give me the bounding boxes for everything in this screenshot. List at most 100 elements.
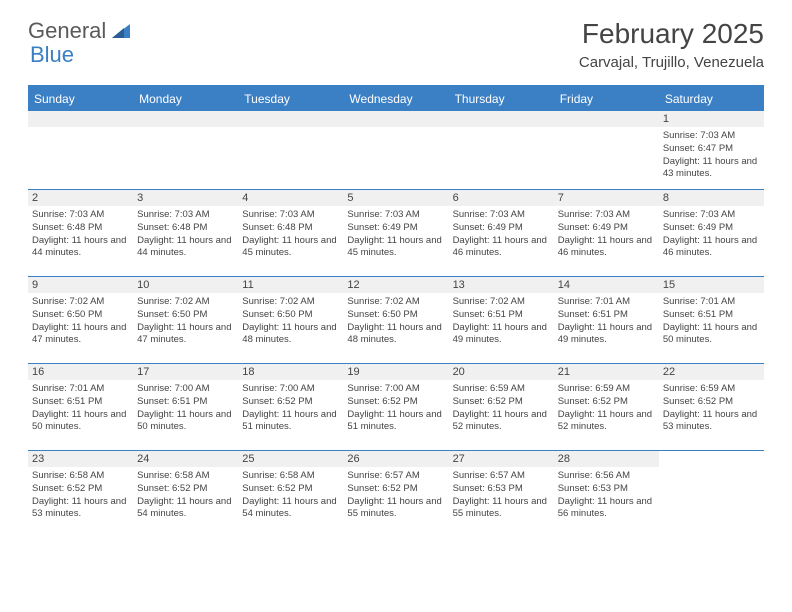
day-info: Sunrise: 6:57 AMSunset: 6:52 PMDaylight:… — [347, 470, 444, 521]
day-number: 11 — [238, 277, 343, 293]
day-info: Sunrise: 7:03 AMSunset: 6:49 PMDaylight:… — [663, 209, 760, 260]
day-number: 13 — [449, 277, 554, 293]
day-number: 27 — [449, 451, 554, 467]
day-info: Sunrise: 6:59 AMSunset: 6:52 PMDaylight:… — [558, 383, 655, 434]
day-info: Sunrise: 7:02 AMSunset: 6:50 PMDaylight:… — [242, 296, 339, 347]
day-number: 6 — [449, 190, 554, 206]
day-cell: 17 Sunrise: 7:00 AMSunset: 6:51 PMDayligh… — [133, 364, 238, 450]
day-number: 28 — [554, 451, 659, 467]
week-row: 1 Sunrise: 7:03 AMSunset: 6:47 PMDaylight… — [28, 111, 764, 190]
day-info: Sunrise: 7:03 AMSunset: 6:49 PMDaylight:… — [453, 209, 550, 260]
day-info: Sunrise: 6:57 AMSunset: 6:53 PMDaylight:… — [453, 470, 550, 521]
day-cell: 15 Sunrise: 7:01 AMSunset: 6:51 PMDayligh… — [659, 277, 764, 363]
day-info: Sunrise: 7:02 AMSunset: 6:50 PMDaylight:… — [347, 296, 444, 347]
day-number: 12 — [343, 277, 448, 293]
day-cell — [554, 111, 659, 189]
day-header-mon: Monday — [133, 87, 238, 111]
day-number: 1 — [659, 111, 764, 127]
day-number: 21 — [554, 364, 659, 380]
day-number: 8 — [659, 190, 764, 206]
day-cell: 22Sunrise: 6:59 AMSunset: 6:52 PMDayligh… — [659, 364, 764, 450]
week-row: 9Sunrise: 7:02 AMSunset: 6:50 PMDaylight… — [28, 277, 764, 364]
day-cell: 10 Sunrise: 7:02 AMSunset: 6:50 PMDayligh… — [133, 277, 238, 363]
header: General February 2025 Carvajal, Trujillo… — [0, 0, 792, 79]
day-info: Sunrise: 7:00 AMSunset: 6:52 PMDaylight:… — [242, 383, 339, 434]
day-header-wed: Wednesday — [343, 87, 448, 111]
logo-sail-icon — [110, 22, 132, 40]
day-number: 23 — [28, 451, 133, 467]
day-info: Sunrise: 6:56 AMSunset: 6:53 PMDaylight:… — [558, 470, 655, 521]
month-title: February 2025 — [579, 18, 764, 50]
week-row: 16 Sunrise: 7:01 AMSunset: 6:51 PMDayligh… — [28, 364, 764, 451]
day-info: Sunrise: 7:01 AMSunset: 6:51 PMDaylight:… — [663, 296, 760, 347]
day-cell: 27 Sunrise: 6:57 AMSunset: 6:53 PMDayligh… — [449, 451, 554, 537]
day-cell: 23 Sunrise: 6:58 AMSunset: 6:52 PMDayligh… — [28, 451, 133, 537]
week-row: 23 Sunrise: 6:58 AMSunset: 6:52 PMDayligh… — [28, 451, 764, 537]
logo: General — [28, 18, 132, 44]
day-cell: 26 Sunrise: 6:57 AMSunset: 6:52 PMDayligh… — [343, 451, 448, 537]
day-info: Sunrise: 7:03 AMSunset: 6:48 PMDaylight:… — [137, 209, 234, 260]
day-info: Sunrise: 7:02 AMSunset: 6:50 PMDaylight:… — [137, 296, 234, 347]
day-info: Sunrise: 7:03 AMSunset: 6:49 PMDaylight:… — [558, 209, 655, 260]
day-number: 26 — [343, 451, 448, 467]
day-info: Sunrise: 7:03 AMSunset: 6:49 PMDaylight:… — [347, 209, 444, 260]
empty-daynum — [343, 111, 448, 127]
day-number: 4 — [238, 190, 343, 206]
day-number: 9 — [28, 277, 133, 293]
day-info: Sunrise: 7:01 AMSunset: 6:51 PMDaylight:… — [558, 296, 655, 347]
day-number: 7 — [554, 190, 659, 206]
empty-daynum — [238, 111, 343, 127]
logo-text-2: Blue — [30, 42, 74, 68]
day-cell: 14Sunrise: 7:01 AMSunset: 6:51 PMDayligh… — [554, 277, 659, 363]
day-number: 24 — [133, 451, 238, 467]
day-info: Sunrise: 6:59 AMSunset: 6:52 PMDaylight:… — [663, 383, 760, 434]
day-number: 15 — [659, 277, 764, 293]
day-info: Sunrise: 7:03 AMSunset: 6:48 PMDaylight:… — [242, 209, 339, 260]
empty-daynum — [554, 111, 659, 127]
day-number: 2 — [28, 190, 133, 206]
day-info: Sunrise: 7:02 AMSunset: 6:50 PMDaylight:… — [32, 296, 129, 347]
day-cell — [659, 451, 764, 537]
day-cell: 21 Sunrise: 6:59 AMSunset: 6:52 PMDayligh… — [554, 364, 659, 450]
day-cell: 11 Sunrise: 7:02 AMSunset: 6:50 PMDayligh… — [238, 277, 343, 363]
day-number: 5 — [343, 190, 448, 206]
location: Carvajal, Trujillo, Venezuela — [579, 54, 764, 71]
day-info: Sunrise: 6:59 AMSunset: 6:52 PMDaylight:… — [453, 383, 550, 434]
title-block: February 2025 Carvajal, Trujillo, Venezu… — [579, 18, 764, 71]
day-cell: 6 Sunrise: 7:03 AMSunset: 6:49 PMDaylight… — [449, 190, 554, 276]
day-cell: 1 Sunrise: 7:03 AMSunset: 6:47 PMDaylight… — [659, 111, 764, 189]
empty-daynum — [133, 111, 238, 127]
day-cell: 4 Sunrise: 7:03 AMSunset: 6:48 PMDaylight… — [238, 190, 343, 276]
day-cell: 20 Sunrise: 6:59 AMSunset: 6:52 PMDayligh… — [449, 364, 554, 450]
day-info: Sunrise: 7:03 AMSunset: 6:47 PMDaylight:… — [663, 130, 760, 181]
day-info: Sunrise: 7:02 AMSunset: 6:51 PMDaylight:… — [453, 296, 550, 347]
day-number: 3 — [133, 190, 238, 206]
day-cell: 13 Sunrise: 7:02 AMSunset: 6:51 PMDayligh… — [449, 277, 554, 363]
day-cell: 18 Sunrise: 7:00 AMSunset: 6:52 PMDayligh… — [238, 364, 343, 450]
day-cell: 12 Sunrise: 7:02 AMSunset: 6:50 PMDayligh… — [343, 277, 448, 363]
day-cell: 2 Sunrise: 7:03 AMSunset: 6:48 PMDaylight… — [28, 190, 133, 276]
day-header-tue: Tuesday — [238, 87, 343, 111]
week-row: 2Sunrise: 7:03 AMSunset: 6:48 PMDaylight… — [28, 190, 764, 277]
day-number: 18 — [238, 364, 343, 380]
day-info: Sunrise: 7:00 AMSunset: 6:51 PMDaylight:… — [137, 383, 234, 434]
day-cell — [28, 111, 133, 189]
day-number: 20 — [449, 364, 554, 380]
day-cell — [238, 111, 343, 189]
day-cell — [343, 111, 448, 189]
day-info: Sunrise: 7:01 AMSunset: 6:51 PMDaylight:… — [32, 383, 129, 434]
day-info: Sunrise: 7:03 AMSunset: 6:48 PMDaylight:… — [32, 209, 129, 260]
day-header-fri: Friday — [554, 87, 659, 111]
day-info: Sunrise: 6:58 AMSunset: 6:52 PMDaylight:… — [32, 470, 129, 521]
day-header-row: Sunday Monday Tuesday Wednesday Thursday… — [28, 87, 764, 111]
day-number: 17 — [133, 364, 238, 380]
day-cell: 19Sunrise: 7:00 AMSunset: 6:52 PMDayligh… — [343, 364, 448, 450]
day-number: 16 — [28, 364, 133, 380]
day-cell: 5 Sunrise: 7:03 AMSunset: 6:49 PMDaylight… — [343, 190, 448, 276]
day-info: Sunrise: 7:00 AMSunset: 6:52 PMDaylight:… — [347, 383, 444, 434]
logo-text-1: General — [28, 18, 106, 44]
day-cell: 25Sunrise: 6:58 AMSunset: 6:52 PMDayligh… — [238, 451, 343, 537]
day-cell: 28 Sunrise: 6:56 AMSunset: 6:53 PMDayligh… — [554, 451, 659, 537]
day-number: 10 — [133, 277, 238, 293]
day-info: Sunrise: 6:58 AMSunset: 6:52 PMDaylight:… — [242, 470, 339, 521]
